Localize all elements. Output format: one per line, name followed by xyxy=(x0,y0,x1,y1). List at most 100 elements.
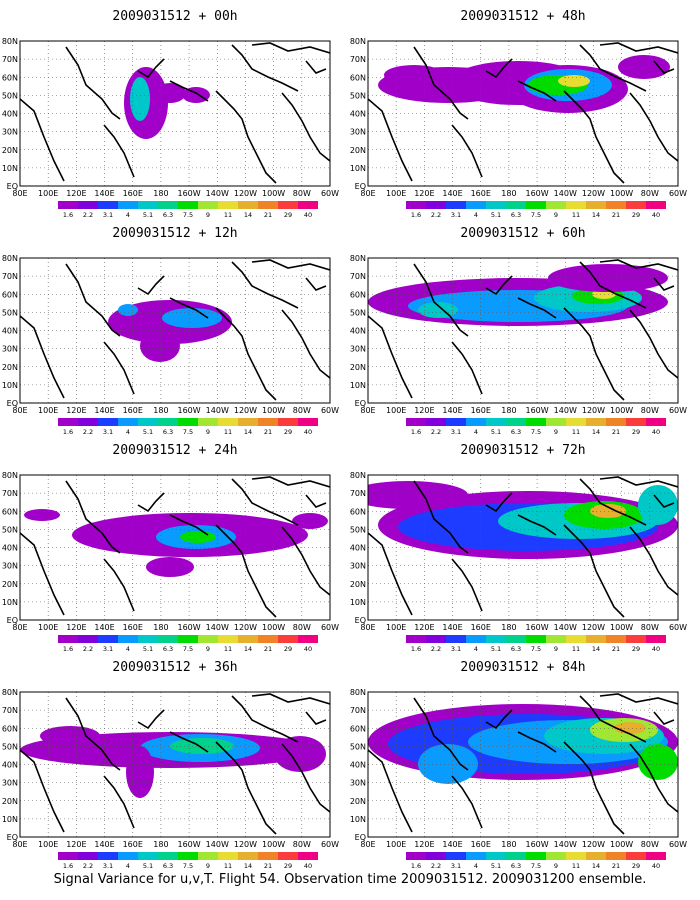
colorbar-swatch xyxy=(546,418,566,426)
colorbar-swatch xyxy=(78,852,98,860)
lat-tick-label: 20N xyxy=(2,146,18,155)
map-frame xyxy=(367,474,679,621)
colorbar-label: 7.5 xyxy=(183,645,193,653)
colorbar-swatch xyxy=(586,635,606,643)
colorbar-swatch xyxy=(98,201,118,209)
variance-contour xyxy=(40,726,100,746)
colorbar-swatch xyxy=(486,635,506,643)
colorbar-swatch xyxy=(258,852,278,860)
colorbar-swatch xyxy=(278,201,298,209)
colorbar-label: 1.6 xyxy=(411,428,421,436)
lat-tick-label: 30N xyxy=(350,128,366,137)
lat-tick-label: 20N xyxy=(350,797,366,806)
colorbar-swatch xyxy=(426,201,446,209)
colorbar-swatch xyxy=(298,418,318,426)
lat-tick-label: 50N xyxy=(350,91,366,100)
coastline xyxy=(653,711,675,725)
coastline xyxy=(563,741,625,835)
coastline xyxy=(451,124,483,178)
coastline xyxy=(231,478,299,526)
variance-contour xyxy=(614,722,646,734)
lat-tick-label: 60N xyxy=(2,507,18,516)
colorbar-swatch xyxy=(406,201,426,209)
lat-tick-label: 50N xyxy=(2,308,18,317)
colorbar-label: 1.6 xyxy=(63,645,73,653)
coastline xyxy=(451,775,483,829)
colorbar-label: 21 xyxy=(264,211,272,219)
lon-tick-label: 140E xyxy=(442,623,462,632)
colorbar-swatch xyxy=(546,635,566,643)
colorbar-label: 29 xyxy=(632,862,640,870)
colorbar-label: 2.2 xyxy=(431,211,441,219)
lat-tick-label: 60N xyxy=(350,507,366,516)
lon-tick-label: 160E xyxy=(123,623,143,632)
colorbar-label: 40 xyxy=(304,862,312,870)
lon-tick-label: 160W xyxy=(177,189,200,198)
map-frame xyxy=(367,257,679,404)
lat-tick-label: 80N xyxy=(2,688,18,697)
colorbar-swatch xyxy=(78,635,98,643)
coastline xyxy=(65,480,121,554)
variance-contour xyxy=(274,736,326,772)
colorbar-swatch xyxy=(158,635,178,643)
colorbar-swatch xyxy=(606,201,626,209)
lon-tick-label: 100W xyxy=(610,406,633,415)
colorbar-swatch xyxy=(198,635,218,643)
lat-tick-label: 40N xyxy=(350,544,366,553)
colorbar: 1.6 2.2 3.1 4 5.1 6.3 7.5 9 11 14 21 29 40 xyxy=(58,852,318,870)
coastline xyxy=(413,697,469,771)
coastline xyxy=(305,277,327,291)
colorbar-label: 1.6 xyxy=(411,862,421,870)
lon-tick-label: 100E xyxy=(386,840,406,849)
lat-tick-label: 40N xyxy=(350,761,366,770)
colorbar-swatch xyxy=(298,852,318,860)
lat-tick-label: EQ xyxy=(7,182,18,191)
coastline xyxy=(368,98,413,182)
lon-tick-label: 80W xyxy=(293,406,311,415)
colorbar-swatch xyxy=(178,635,198,643)
colorbar-label: 21 xyxy=(612,862,620,870)
lon-tick-label: 160W xyxy=(525,840,548,849)
variance-contour xyxy=(558,75,590,87)
colorbar-swatch xyxy=(98,418,118,426)
colorbar-swatch xyxy=(646,635,666,643)
lon-tick-label: 80E xyxy=(12,840,27,849)
colorbar-label: 5.1 xyxy=(491,428,501,436)
lon-tick-label: 120E xyxy=(414,406,434,415)
colorbar-swatch xyxy=(626,201,646,209)
lon-tick-label: 140W xyxy=(206,840,229,849)
coastline xyxy=(413,480,469,554)
coastline xyxy=(599,42,678,54)
lon-tick-label: 120W xyxy=(234,623,257,632)
map-frame xyxy=(19,691,331,838)
colorbar-swatch xyxy=(606,852,626,860)
lat-tick-label: 10N xyxy=(350,815,366,824)
lon-tick-label: 160W xyxy=(177,623,200,632)
lon-tick-label: 180 xyxy=(153,840,168,849)
colorbar-swatch xyxy=(426,418,446,426)
lon-tick-label: 80W xyxy=(641,623,659,632)
colorbar-label: 21 xyxy=(264,645,272,653)
coastline xyxy=(579,44,647,92)
lon-tick-label: 180 xyxy=(501,623,516,632)
colorbar-label: 2.2 xyxy=(83,645,93,653)
lat-tick-label: 10N xyxy=(2,598,18,607)
colorbar-label: 4 xyxy=(126,862,130,870)
lon-tick-label: 60W xyxy=(669,189,687,198)
lon-tick-label: 160E xyxy=(471,189,491,198)
colorbar-swatch xyxy=(58,852,78,860)
lon-tick-label: 100E xyxy=(386,623,406,632)
colorbar-label: 4 xyxy=(474,428,478,436)
lat-tick-label: 80N xyxy=(2,471,18,480)
coastline xyxy=(103,558,135,612)
coastline xyxy=(629,309,678,379)
colorbar-label: 4 xyxy=(126,645,130,653)
lon-tick-label: 80E xyxy=(12,189,27,198)
coastline xyxy=(215,307,277,401)
lon-tick-label: 160W xyxy=(525,623,548,632)
lon-tick-label: 140E xyxy=(442,406,462,415)
coastline xyxy=(251,42,330,54)
colorbar-label: 4 xyxy=(126,428,130,436)
